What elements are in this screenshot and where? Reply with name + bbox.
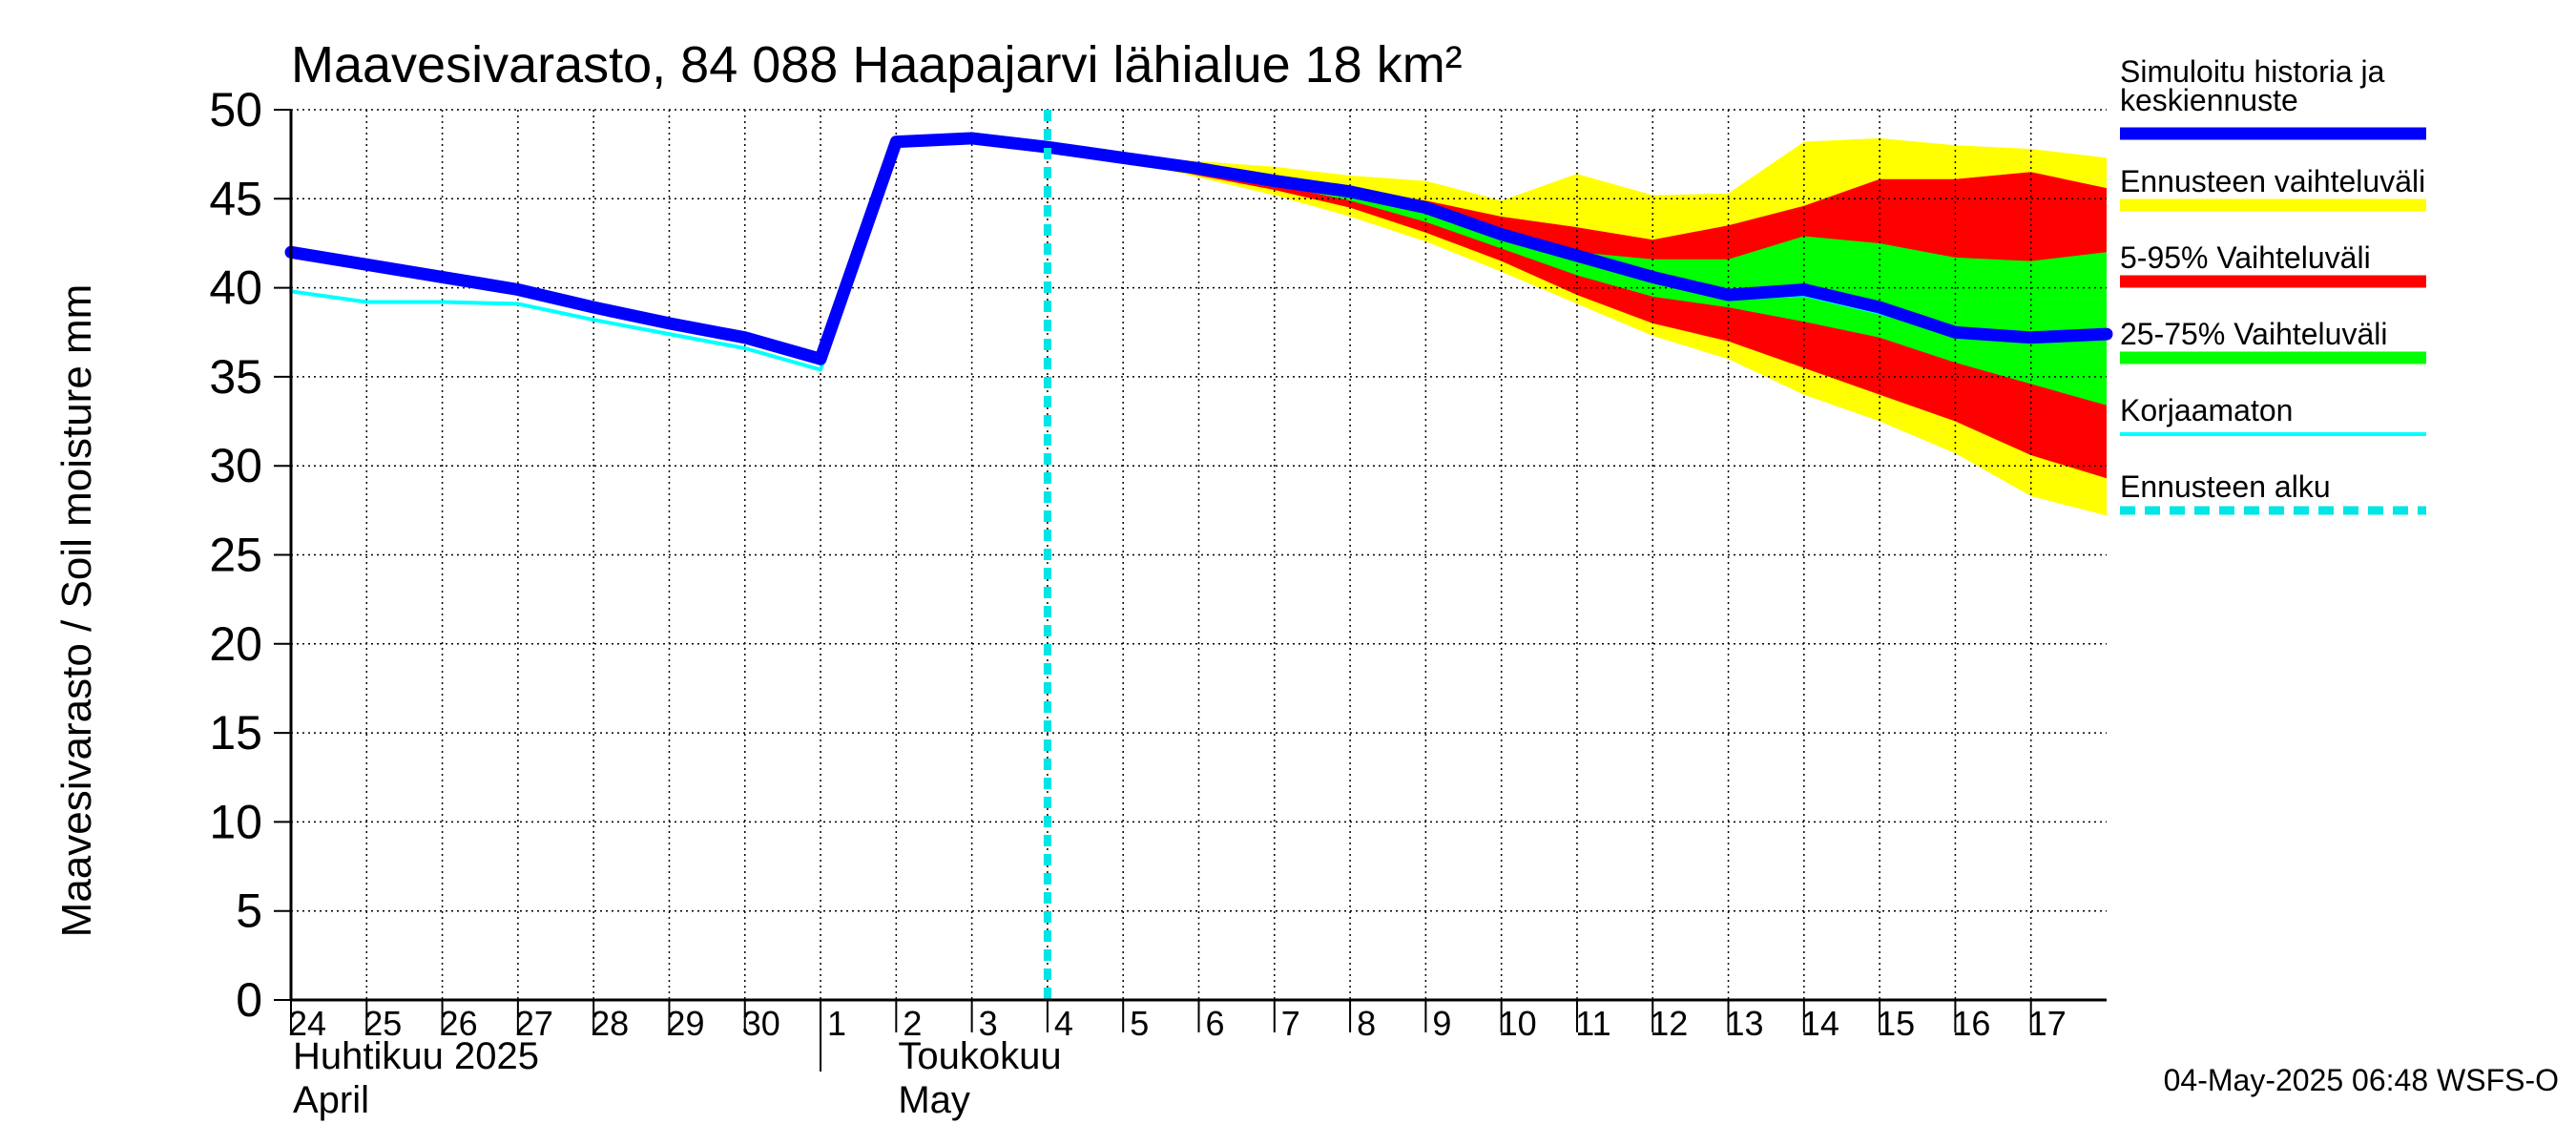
x-tick-label: 10 xyxy=(1499,1004,1537,1043)
y-tick-label: 0 xyxy=(236,973,262,1027)
legend-label: Ennusteen alku xyxy=(2120,469,2331,504)
legend-label: Korjaamaton xyxy=(2120,393,2293,427)
y-tick-label: 15 xyxy=(209,706,262,760)
x-tick-label: 13 xyxy=(1726,1004,1764,1043)
y-tick-label: 40 xyxy=(209,261,262,315)
month-label-en: May xyxy=(898,1079,970,1121)
legend-item: 5-95% Vaihteluväli xyxy=(2120,240,2426,288)
x-tick-label: 6 xyxy=(1205,1004,1224,1043)
x-tick-label: 7 xyxy=(1281,1004,1300,1043)
band-5-95 xyxy=(1047,147,2107,479)
legend-label: 5-95% Vaihteluväli xyxy=(2120,240,2371,275)
x-tick-label: 11 xyxy=(1575,1004,1610,1043)
legend-label-line2: keskiennuste xyxy=(2120,83,2298,117)
x-tick-label: 3 xyxy=(979,1004,998,1043)
legend-label: 25-75% Vaihteluväli xyxy=(2120,317,2387,351)
y-axis-label: Maavesivarasto / Soil moisture mm xyxy=(53,284,100,938)
y-tick-label: 30 xyxy=(209,439,262,492)
x-tick-label: 29 xyxy=(666,1004,704,1043)
legend-item: Ennusteen vaihteluväli xyxy=(2120,164,2426,212)
x-tick-label: 17 xyxy=(2028,1004,2067,1043)
x-tick-label: 4 xyxy=(1054,1004,1073,1043)
x-tick-label: 1 xyxy=(827,1004,846,1043)
y-tick-label: 50 xyxy=(209,83,262,136)
x-tick-label: 14 xyxy=(1801,1004,1839,1043)
x-tick-label: 30 xyxy=(742,1004,780,1043)
legend-label: Ennusteen vaihteluväli xyxy=(2120,164,2425,198)
timestamp: 04-May-2025 06:48 WSFS-O xyxy=(2164,1063,2559,1097)
x-tick-label: 15 xyxy=(1877,1004,1915,1043)
y-tick-label: 5 xyxy=(236,885,262,938)
month-label: Toukokuu xyxy=(898,1035,1061,1077)
y-tick-label: 20 xyxy=(209,617,262,671)
band-25-75 xyxy=(1047,147,2107,406)
legend-item: 25-75% Vaihteluväli xyxy=(2120,317,2426,364)
chart-title: Maavesivarasto, 84 088 Haapajarvi lähial… xyxy=(291,36,1463,94)
x-tick-label: 27 xyxy=(515,1004,553,1043)
x-tick-label: 26 xyxy=(440,1004,478,1043)
forecast-bands xyxy=(1047,137,2107,516)
series-median-line xyxy=(284,132,2113,365)
series-lines xyxy=(284,110,2113,1000)
x-tick-label: 28 xyxy=(591,1004,629,1043)
legend-label: Simuloitu historia ja xyxy=(2120,54,2385,89)
month-label-en: April xyxy=(293,1079,369,1121)
legend-item: Ennusteen alku xyxy=(2120,469,2426,515)
x-tick-label: 12 xyxy=(1650,1004,1688,1043)
month-label: Huhtikuu 2025 xyxy=(293,1035,539,1077)
y-tick-label: 45 xyxy=(209,172,262,225)
x-tick-label: 2 xyxy=(903,1004,922,1043)
legend-item: Korjaamaton xyxy=(2120,393,2426,436)
y-tick-label: 25 xyxy=(209,529,262,582)
y-tick-label: 35 xyxy=(209,350,262,404)
y-tick-label: 10 xyxy=(209,795,262,848)
x-tick-label: 8 xyxy=(1357,1004,1376,1043)
x-tick-label: 16 xyxy=(1952,1004,1990,1043)
x-tick-label: 5 xyxy=(1130,1004,1149,1043)
x-tick-label: 25 xyxy=(364,1004,402,1043)
x-tick-label: 9 xyxy=(1432,1004,1451,1043)
x-tick-label: 24 xyxy=(288,1004,326,1043)
